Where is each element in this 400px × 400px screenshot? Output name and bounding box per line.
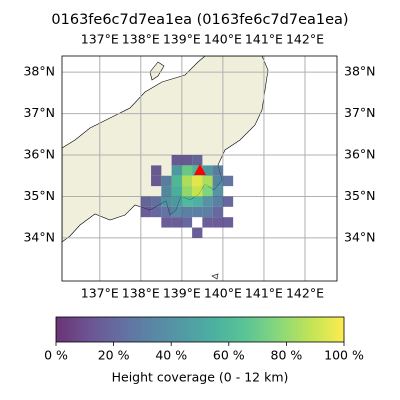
coverage-cell [181,155,193,166]
y-tick-label: 36°N [23,147,55,162]
x-tick-label: 138°E [122,286,160,301]
coverage-cell [222,217,234,228]
colorbar-tick-label: 60 % [213,348,245,363]
x-tick-label: 140°E [204,286,242,301]
coverage-cell [212,175,223,187]
coverage-cell [181,206,193,218]
coverage-cell [202,186,213,197]
x-tick-label: 141°E [245,286,283,301]
x-tick-label: 139°E [163,286,201,301]
coverage-cell [212,196,223,207]
coverage-cell [151,175,162,187]
coverage-cell [181,217,193,228]
coverage-cell [171,217,182,228]
y-tick-label-right: 34°N [344,229,376,244]
map-frame [61,55,338,282]
colorbar [55,316,345,343]
coverage-cell [181,175,193,187]
station-marker [193,163,206,175]
coverage-cell [202,175,213,187]
coverage-cell [171,165,182,176]
coverage-cell [171,186,182,197]
coverage-cell [181,196,193,207]
coverage-cell [222,196,234,207]
island [149,61,165,81]
coverage-cell [161,206,172,218]
y-tick-label-right: 37°N [344,105,376,120]
coverage-cell [192,227,203,238]
x-tick-label-top: 137°E [81,32,119,47]
coverage-cell [140,196,152,207]
coverage-cell [171,206,182,218]
x-tick-label-top: 141°E [245,32,283,47]
coverage-cell [161,175,172,187]
coverage-cell [192,175,203,187]
coverage-cell [171,155,182,166]
coverage-cell [151,196,162,207]
colorbar-label: Height coverage (0 - 12 km) [112,370,289,385]
coverage-cell [202,196,213,207]
coverage-cell [202,217,213,228]
coverage-cell [171,175,182,187]
chart-title: 0163fe6c7d7ea1ea (0163fe6c7d7ea1ea) [51,12,348,28]
coverage-cell [181,186,193,197]
coverage-cell [151,206,162,218]
x-tick-label-top: 142°E [286,32,324,47]
colorbar-tick-label: 40 % [155,348,187,363]
coverage-cell [192,186,203,197]
x-tick-label: 142°E [286,286,324,301]
coverage-cell [202,206,213,218]
coverage-cell [161,186,172,197]
coverage-cell [212,186,223,197]
coverage-cell [222,175,234,187]
x-tick-label-top: 140°E [204,32,242,47]
y-tick-label: 37°N [23,105,55,120]
coverage-cell [140,206,152,218]
y-tick-label-right: 36°N [344,147,376,162]
y-tick-label-right: 35°N [344,188,376,203]
coverage-cell [212,217,223,228]
island [211,273,219,280]
coverage-cell [192,196,203,207]
y-tick-label: 35°N [23,188,55,203]
coverage-cell [212,206,223,218]
cells [140,155,234,238]
y-tick-label-right: 38°N [344,64,376,79]
x-tick-label-top: 139°E [163,32,201,47]
y-tick-label: 34°N [23,229,55,244]
coverage-cell [192,155,203,166]
coverage-cell [202,165,213,176]
coverage-cell [212,165,223,176]
coverage-cell [161,217,172,228]
colorbar-tick-label: 80 % [271,348,303,363]
coverage-cell [181,165,193,176]
coverage-cell [161,196,172,207]
x-tick-label-top: 138°E [122,32,160,47]
coverage-cell [192,206,203,218]
x-tick-label: 137°E [81,286,119,301]
coverage-cell [171,196,182,207]
colorbar-tick-label: 0 % [44,348,68,363]
colorbar-tick-label: 20 % [98,348,130,363]
colorbar-tick-label: 100 % [324,348,364,363]
y-tick-label: 38°N [23,64,55,79]
coverage-cell [151,165,162,176]
